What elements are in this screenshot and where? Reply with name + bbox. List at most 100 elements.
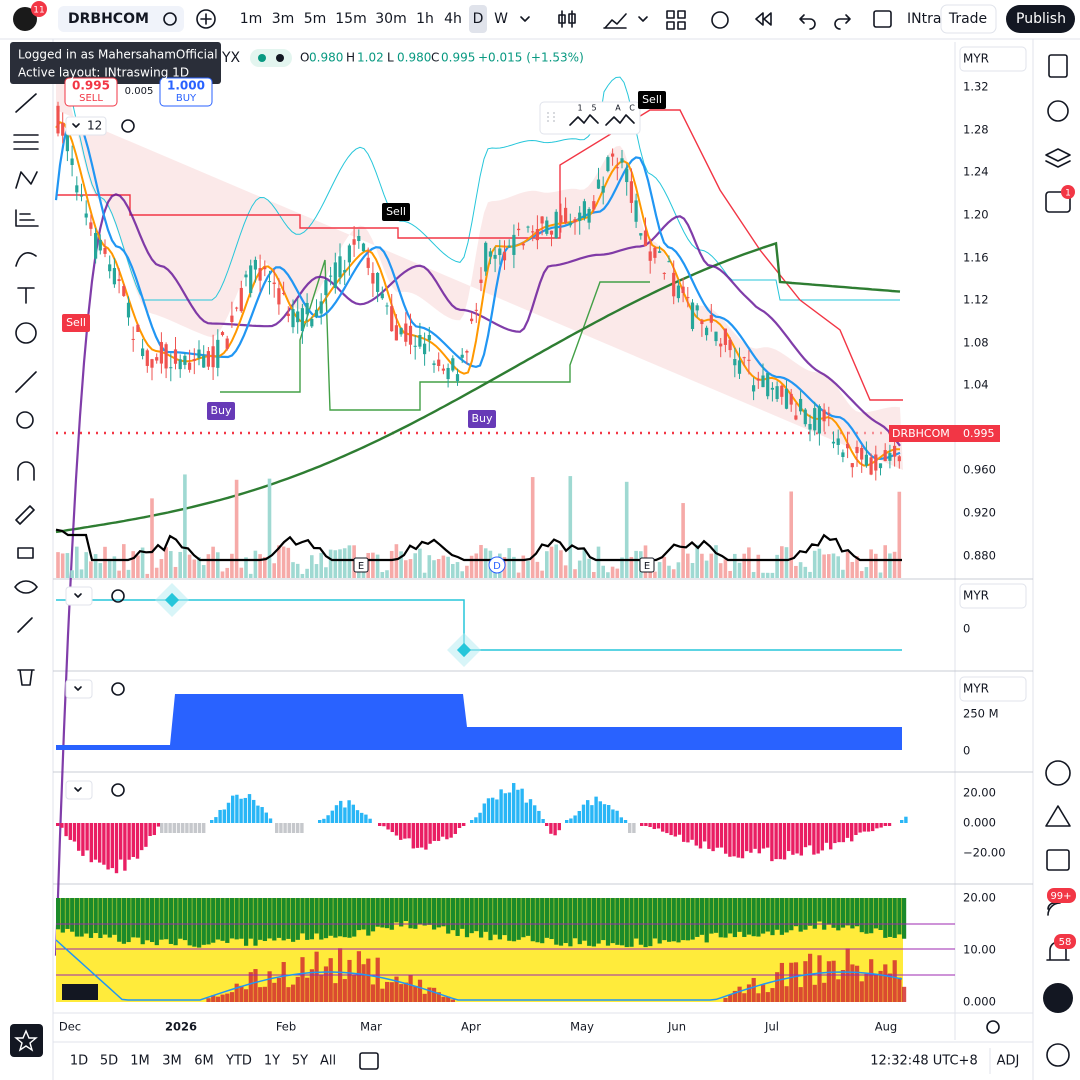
interval[interactable]: 5m [304, 11, 327, 27]
trend-line-tool[interactable] [15, 93, 37, 113]
replay[interactable] [755, 12, 772, 26]
date-range[interactable] [359, 1052, 379, 1070]
trade-button[interactable] [940, 4, 997, 34]
watchlist[interactable] [1048, 54, 1068, 78]
logo[interactable] [13, 7, 37, 31]
zoom-tool[interactable] [16, 411, 34, 429]
symbol-search[interactable] [58, 6, 184, 32]
event-label[interactable]: E [644, 561, 650, 572]
pattern-icon[interactable] [569, 114, 635, 126]
delete-tool[interactable] [17, 669, 35, 686]
range-button[interactable]: 1D [70, 1054, 88, 1069]
range-button[interactable]: YTD [225, 1054, 252, 1069]
red-bar [267, 971, 272, 1002]
products[interactable] [1043, 983, 1073, 1013]
undo[interactable] [799, 14, 816, 30]
chevron[interactable] [520, 16, 530, 22]
range-button[interactable]: 5D [100, 1054, 118, 1069]
templates[interactable] [666, 10, 686, 30]
draw-mode[interactable] [15, 505, 35, 525]
volume-bar [380, 572, 385, 578]
chats[interactable] [1045, 191, 1071, 213]
refresh[interactable] [111, 589, 125, 603]
technicals[interactable] [1045, 760, 1071, 786]
refresh[interactable] [111, 783, 125, 797]
add-symbol[interactable] [196, 9, 216, 29]
data-window[interactable] [1045, 148, 1071, 168]
help[interactable] [1046, 1043, 1070, 1067]
range-button[interactable]: All [320, 1054, 336, 1069]
interval[interactable]: D [473, 11, 484, 27]
layout-name[interactable]: INtra [907, 11, 941, 27]
calendar[interactable] [1046, 849, 1070, 871]
alerts[interactable] [1047, 100, 1069, 122]
ruler-tool[interactable] [15, 371, 37, 393]
volume-bar [460, 571, 464, 578]
indicator-toggle[interactable] [65, 116, 107, 136]
volume-bar [117, 570, 121, 578]
range-button[interactable]: 1Y [264, 1054, 280, 1069]
layout[interactable] [873, 10, 892, 28]
feed[interactable] [1047, 902, 1061, 916]
volume-bar [606, 572, 610, 578]
red-bar [728, 994, 733, 1002]
refresh[interactable] [111, 682, 125, 696]
currency-select[interactable] [959, 46, 1027, 72]
publish-button[interactable] [1006, 5, 1075, 33]
event-label[interactable]: E [358, 561, 364, 572]
settings[interactable] [986, 1020, 1000, 1034]
indicator-count[interactable]: 12 [87, 119, 102, 133]
currency[interactable]: MYR [963, 589, 989, 603]
event-label[interactable]: D [493, 561, 501, 572]
patterns[interactable] [1045, 805, 1071, 827]
redo[interactable] [834, 14, 851, 30]
adj-button[interactable]: ADJ [997, 1054, 1020, 1069]
sell-button[interactable] [64, 77, 118, 107]
drag-handle[interactable] [547, 112, 555, 124]
trade-label[interactable]: Trade [948, 11, 987, 27]
toggle[interactable] [250, 49, 292, 67]
symbol-name[interactable]: DRBHCOM [68, 11, 149, 27]
range-button[interactable]: 6M [194, 1054, 214, 1069]
interval[interactable]: W [494, 11, 508, 27]
emoji-tool[interactable] [15, 322, 37, 344]
volume-bar [676, 562, 681, 578]
refresh[interactable] [121, 119, 135, 133]
text-tool[interactable] [17, 287, 35, 304]
range-button[interactable]: 3M [162, 1054, 182, 1069]
range-button[interactable]: 5Y [292, 1054, 308, 1069]
chevron[interactable] [638, 16, 648, 22]
currency-select[interactable] [959, 583, 1027, 609]
forecast-tool[interactable] [15, 209, 39, 227]
icon[interactable] [163, 12, 177, 26]
interval[interactable]: 15m [335, 11, 366, 27]
buy-button[interactable] [159, 77, 213, 107]
indicators[interactable] [603, 13, 627, 29]
pattern-tool[interactable] [15, 171, 38, 189]
fib-tool[interactable] [13, 134, 39, 150]
favorites[interactable] [10, 1024, 43, 1057]
link-tool[interactable] [17, 617, 33, 633]
green-bar [281, 898, 286, 941]
interval[interactable]: 1h [416, 11, 434, 27]
currency[interactable]: MYR [963, 682, 989, 696]
green-bar [643, 898, 648, 948]
magnet-tool[interactable] [17, 461, 35, 481]
lock-tool[interactable] [17, 547, 34, 559]
interval[interactable]: 1m [240, 11, 263, 27]
currency[interactable]: MYR [963, 52, 989, 66]
brush-tool[interactable] [15, 252, 37, 267]
interval[interactable]: 4h [444, 11, 462, 27]
green-bar [460, 898, 465, 929]
range-button[interactable]: 1M [130, 1054, 150, 1069]
visibility-tool[interactable] [14, 580, 38, 594]
publish-label[interactable]: Publish [1016, 11, 1066, 27]
interval[interactable]: 3m [272, 11, 295, 27]
volume-bar [888, 553, 892, 578]
red-bar [248, 972, 253, 1002]
currency-select[interactable] [959, 676, 1027, 702]
interval[interactable]: 30m [375, 11, 406, 27]
alert[interactable] [711, 11, 729, 29]
chart-type[interactable] [558, 10, 576, 28]
